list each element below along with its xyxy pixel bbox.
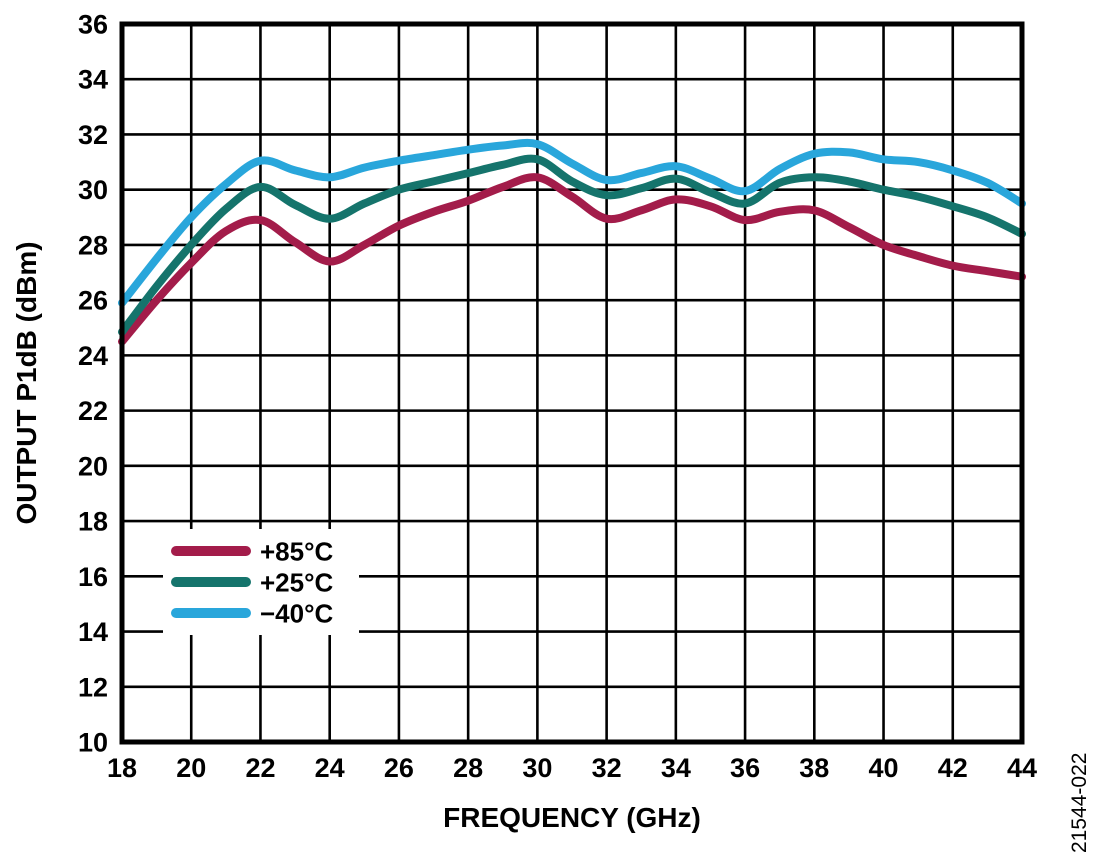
x-tick-label: 20 [176, 753, 206, 783]
x-tick-label: 34 [661, 753, 691, 783]
x-tick-label: 24 [315, 753, 345, 783]
series-line-40C [118, 138, 1026, 307]
x-tick-label: 18 [107, 753, 137, 783]
x-tick-label: 26 [384, 753, 414, 783]
x-tick-label: 22 [245, 753, 275, 783]
y-tick-label: 24 [78, 341, 108, 371]
y-tick-label: 14 [78, 617, 108, 647]
x-tick-label: 28 [453, 753, 483, 783]
y-tick-label: 12 [78, 672, 108, 702]
y-tick-label: 22 [78, 396, 108, 426]
x-tick-labels: 18 20 22 24 26 28 30 32 34 36 38 40 42 44 [107, 753, 1037, 783]
y-tick-label: 34 [78, 65, 108, 95]
y-tick-label: 18 [78, 507, 108, 537]
legend-item-label: +25°C [260, 568, 334, 598]
y-tick-label: 32 [78, 120, 108, 150]
y-tick-label: 30 [78, 175, 108, 205]
figure-number: 21544-022 [1068, 753, 1091, 853]
y-tick-label: 10 [78, 728, 108, 758]
legend-item-label: −40°C [260, 599, 334, 629]
y-axis-title: OUTPUT P1dB (dBm) [11, 241, 42, 524]
x-tick-label: 40 [869, 753, 899, 783]
y-tick-label: 28 [78, 230, 108, 260]
y-tick-label: 36 [78, 10, 108, 40]
curves [118, 138, 1026, 346]
x-tick-label: 38 [799, 753, 829, 783]
y-tick-label: 16 [78, 562, 108, 592]
x-axis-title: FREQUENCY (GHz) [443, 802, 701, 833]
y-tick-label: 20 [78, 451, 108, 481]
x-tick-label: 30 [522, 753, 552, 783]
x-tick-label: 32 [592, 753, 622, 783]
series-line-25C [118, 154, 1026, 336]
legend-item-label: +85°C [260, 537, 334, 567]
legend: +85°C+25°C−40°C [163, 529, 359, 635]
x-tick-label: 42 [938, 753, 968, 783]
series-line-85C [118, 173, 1026, 346]
y-tick-label: 26 [78, 286, 108, 316]
x-tick-label: 36 [730, 753, 760, 783]
plot-border [119, 21, 1025, 745]
y-tick-labels: 36 34 32 30 28 26 24 22 20 18 16 14 12 10 [78, 10, 108, 758]
x-tick-label: 44 [1007, 753, 1037, 783]
